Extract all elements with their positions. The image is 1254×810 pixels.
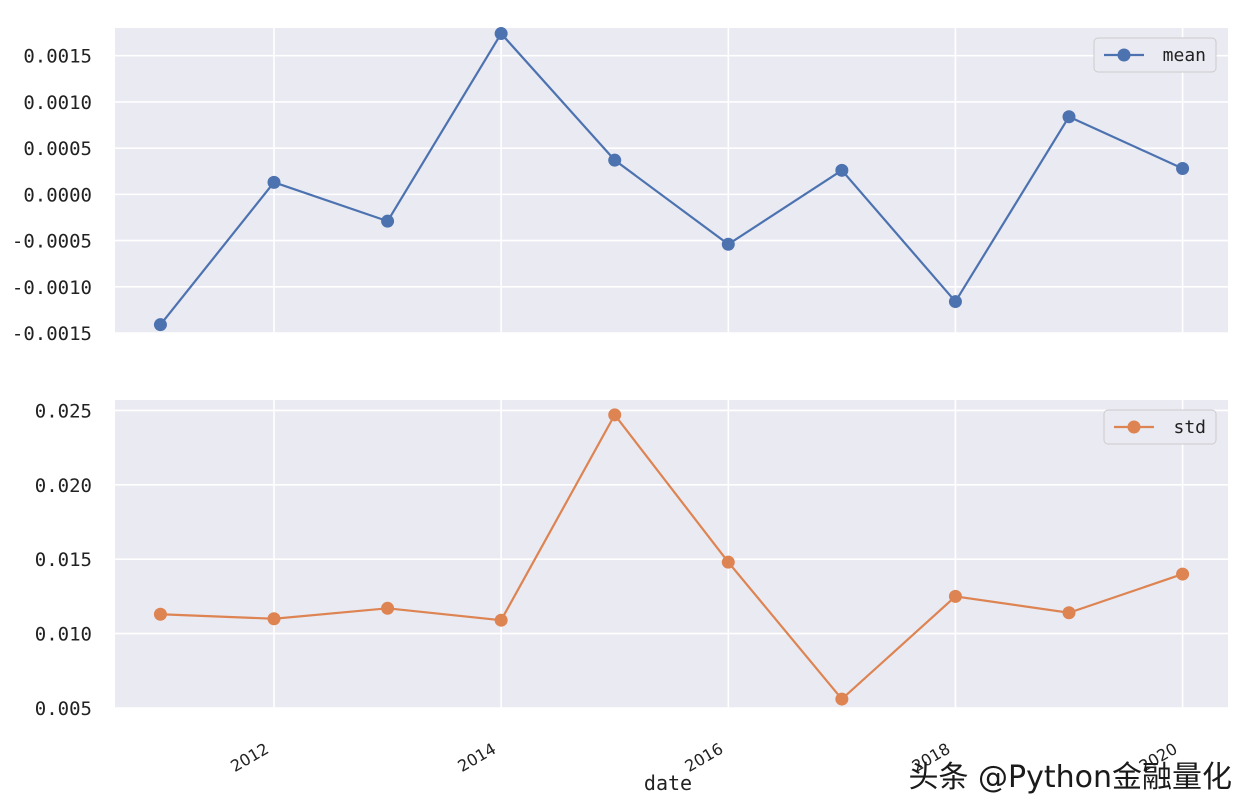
data-point	[153, 607, 167, 621]
data-point	[948, 295, 962, 309]
y-tick-label: 0.020	[35, 475, 92, 497]
data-point	[948, 589, 962, 603]
data-point	[153, 318, 167, 332]
data-point	[1176, 567, 1190, 581]
legend-marker	[1117, 48, 1131, 62]
y-tick-label: -0.0010	[12, 277, 92, 299]
y-tick-label: 0.025	[35, 400, 92, 422]
legend-label: std	[1173, 417, 1206, 438]
data-point	[721, 237, 735, 251]
data-point	[1176, 161, 1190, 175]
x-tick-label: 2014	[454, 739, 499, 776]
data-point	[608, 153, 622, 167]
series-line-mean	[159, 31, 1184, 326]
data-point	[267, 612, 281, 626]
y-tick-label: 0.010	[35, 624, 92, 646]
y-tick-label: 0.005	[35, 698, 92, 720]
data-point	[835, 163, 849, 177]
y-tick-label: 0.0010	[23, 92, 92, 114]
data-point	[494, 613, 508, 627]
legend-box	[1103, 409, 1217, 445]
x-tick-label: 2012	[227, 739, 272, 776]
y-tick-label: 0.015	[35, 549, 92, 571]
data-point	[1062, 606, 1076, 620]
legend-label: mean	[1163, 45, 1206, 66]
plot-background	[115, 400, 1228, 708]
data-point	[1062, 110, 1076, 124]
watermark: 头条 @Python金融量化	[908, 760, 1232, 795]
series-line-std	[160, 412, 1183, 701]
data-point	[608, 408, 622, 422]
plot-background	[115, 28, 1228, 333]
data-point	[267, 175, 281, 189]
legend-marker	[1127, 420, 1141, 434]
y-tick-label: 0.0000	[23, 184, 92, 206]
x-axis-label: date	[644, 771, 692, 795]
y-tick-label: 0.0015	[23, 46, 92, 68]
panel-1: 0.005 0.010 0.015 0.020 0.025 std	[35, 400, 1228, 720]
panel-0: -0.0015 -0.0010 -0.0005 0.0000 0.0005 0.0010 0…	[12, 27, 1228, 345]
data-point	[721, 555, 735, 569]
data-point	[381, 214, 395, 228]
y-tick-label: 0.0005	[23, 138, 92, 160]
y-tick-label: -0.0005	[12, 231, 92, 253]
data-point	[494, 27, 508, 41]
y-tick-label: -0.0015	[12, 323, 92, 345]
data-point	[381, 601, 395, 615]
legend-box	[1093, 37, 1217, 73]
data-point	[835, 692, 849, 706]
